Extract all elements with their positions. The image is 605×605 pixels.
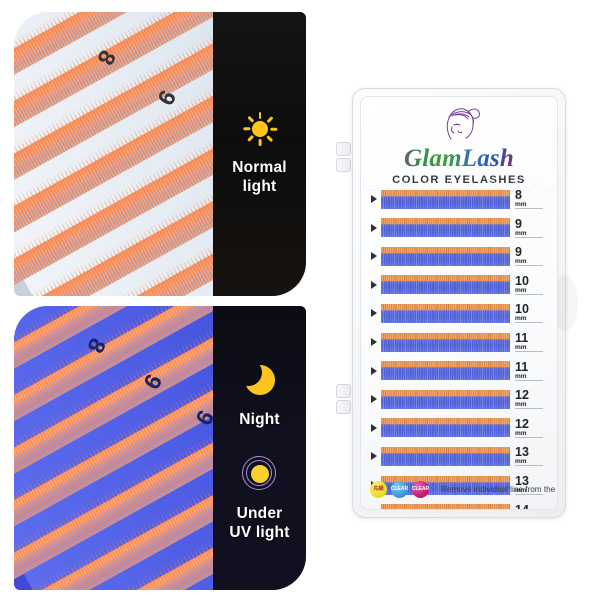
lash-row[interactable]: 10 mm	[371, 302, 543, 324]
tray-footer: 先細 CLEAR CLEAR Remove individual line fr…	[370, 476, 557, 502]
lash-size-unit: mm	[515, 258, 527, 266]
row-pointer-icon	[371, 309, 377, 318]
lash-size-label: 11 mm	[515, 359, 543, 381]
normal-light-label-line2: light	[242, 178, 277, 195]
lash-size-label: 8 mm	[515, 189, 543, 209]
lash-size-value: 11	[515, 359, 529, 374]
tray-hinge-lower	[336, 384, 351, 398]
brand-header: GlamLash COLOR EYELASHES	[361, 103, 557, 186]
lash-row[interactable]: 10 mm	[371, 275, 543, 295]
uv-light-info-strip: Night Under UV light	[213, 306, 306, 590]
row-pointer-icon	[371, 452, 377, 461]
normal-light-info-strip: Normal light	[213, 12, 306, 296]
lash-strip[interactable]	[381, 361, 510, 381]
lash-size-label: 11 mm	[515, 332, 543, 352]
lash-size-value: 12	[515, 388, 529, 403]
lash-size-value: 14	[515, 502, 529, 510]
lash-row[interactable]: 12 mm	[371, 418, 543, 438]
uv-light-photo-panel: 8 9 9 10 Night Under UV light	[14, 306, 306, 590]
lash-size-value: 10	[515, 302, 529, 317]
lash-strip[interactable]	[381, 303, 510, 323]
lash-size-label: 13 mm	[515, 445, 543, 467]
lash-size-label: 14mm	[515, 502, 543, 510]
tray-hinge-bottom	[336, 400, 351, 414]
lash-strip[interactable]	[381, 389, 510, 409]
row-pointer-icon	[371, 423, 377, 432]
uv-label-line2: UV light	[229, 524, 290, 541]
sun-icon	[242, 112, 277, 146]
lash-strip[interactable]	[381, 218, 510, 238]
product-tray: GlamLash COLOR EYELASHES 8 mm 9 mm 9 mm 10 mm 10…	[336, 88, 568, 518]
lash-row[interactable]: 14mm	[371, 502, 543, 510]
row-pointer-icon	[371, 195, 377, 203]
lash-size-unit: mm	[515, 487, 527, 494]
lash-size-label: 12 mm	[515, 388, 543, 410]
badge-clear-magenta: CLEAR	[412, 480, 429, 498]
brand-name: GlamLash	[361, 146, 557, 172]
lash-size-label: 13 mm	[515, 475, 543, 495]
lash-rows-area: 8 mm 9 mm 9 mm 10 mm 10 mm 11 mm 11 mm 12 mm 12 mm 13 mm 13 m…	[361, 189, 557, 509]
lash-size-value: 12	[515, 416, 529, 431]
lash-size-label: 9 mm	[515, 216, 543, 238]
lash-size-value: 10	[515, 273, 529, 288]
night-label: Night	[239, 411, 280, 428]
lash-size-label: 12 mm	[515, 418, 543, 438]
lash-row[interactable]: 9 mm	[371, 245, 543, 267]
lash-size-label: 9 mm	[515, 245, 543, 267]
lash-size-unit: mm	[515, 372, 527, 380]
lash-row[interactable]: 13 mm	[371, 445, 543, 467]
lash-size-value: 11	[515, 331, 529, 345]
lash-size-value: 13	[515, 474, 529, 488]
row-pointer-icon	[371, 366, 377, 375]
footer-note: Remove individual line from the bottom	[441, 484, 557, 494]
lash-row[interactable]: 9 mm	[371, 216, 543, 238]
lash-size-unit: mm	[515, 344, 527, 351]
lash-row[interactable]: 12 mm	[371, 388, 543, 410]
lash-size-unit: mm	[515, 286, 527, 294]
lash-size-unit: mm	[515, 201, 527, 208]
lash-strip[interactable]	[381, 332, 510, 352]
lash-size-unit: mm	[515, 458, 527, 466]
lash-size-unit: mm	[515, 315, 527, 323]
lash-strip[interactable]	[381, 275, 510, 295]
tray-hinge-top	[336, 142, 351, 156]
lash-size-unit: mm	[515, 229, 527, 237]
normal-light-photo-panel: 8 9 9 10 Normal light	[14, 12, 306, 296]
lash-size-label: 10 mm	[515, 302, 543, 324]
row-pointer-icon	[371, 338, 377, 346]
lash-size-value: 9	[515, 245, 522, 260]
badge-clear-blue: CLEAR	[391, 480, 408, 498]
badge-fine-tip: 先細	[370, 480, 387, 498]
tray-case-inner: GlamLash COLOR EYELASHES 8 mm 9 mm 9 mm 10 mm 10…	[360, 96, 558, 510]
lash-strip[interactable]	[381, 446, 510, 466]
tray-case[interactable]: GlamLash COLOR EYELASHES 8 mm 9 mm 9 mm 10 mm 10…	[352, 88, 566, 518]
woman-face-logo-icon	[432, 103, 486, 145]
row-pointer-icon	[371, 280, 377, 289]
lash-size-unit: mm	[515, 429, 527, 437]
lash-size-label: 10 mm	[515, 275, 543, 295]
lash-strip[interactable]	[381, 189, 510, 209]
lash-strip[interactable]	[381, 504, 510, 509]
row-pointer-icon	[371, 223, 377, 232]
row-pointer-icon	[371, 252, 377, 261]
uv-lamp-icon	[241, 456, 278, 492]
row-pointer-icon	[371, 395, 377, 404]
lash-row[interactable]: 11 mm	[371, 332, 543, 352]
lash-row[interactable]: 8 mm	[371, 189, 543, 209]
normal-light-label-line1: Normal	[232, 159, 287, 176]
lash-size-value: 9	[515, 216, 522, 231]
uv-label-line1: Under	[236, 505, 283, 522]
crescent-moon-icon	[234, 359, 278, 398]
lash-size-unit: mm	[515, 401, 527, 409]
lash-size-value: 13	[515, 445, 529, 460]
lash-strip[interactable]	[381, 246, 510, 266]
lash-strip[interactable]	[381, 418, 510, 438]
lash-row[interactable]: 11 mm	[371, 359, 543, 381]
lash-size-value: 8	[515, 188, 522, 202]
tray-hinge-upper	[336, 158, 351, 172]
